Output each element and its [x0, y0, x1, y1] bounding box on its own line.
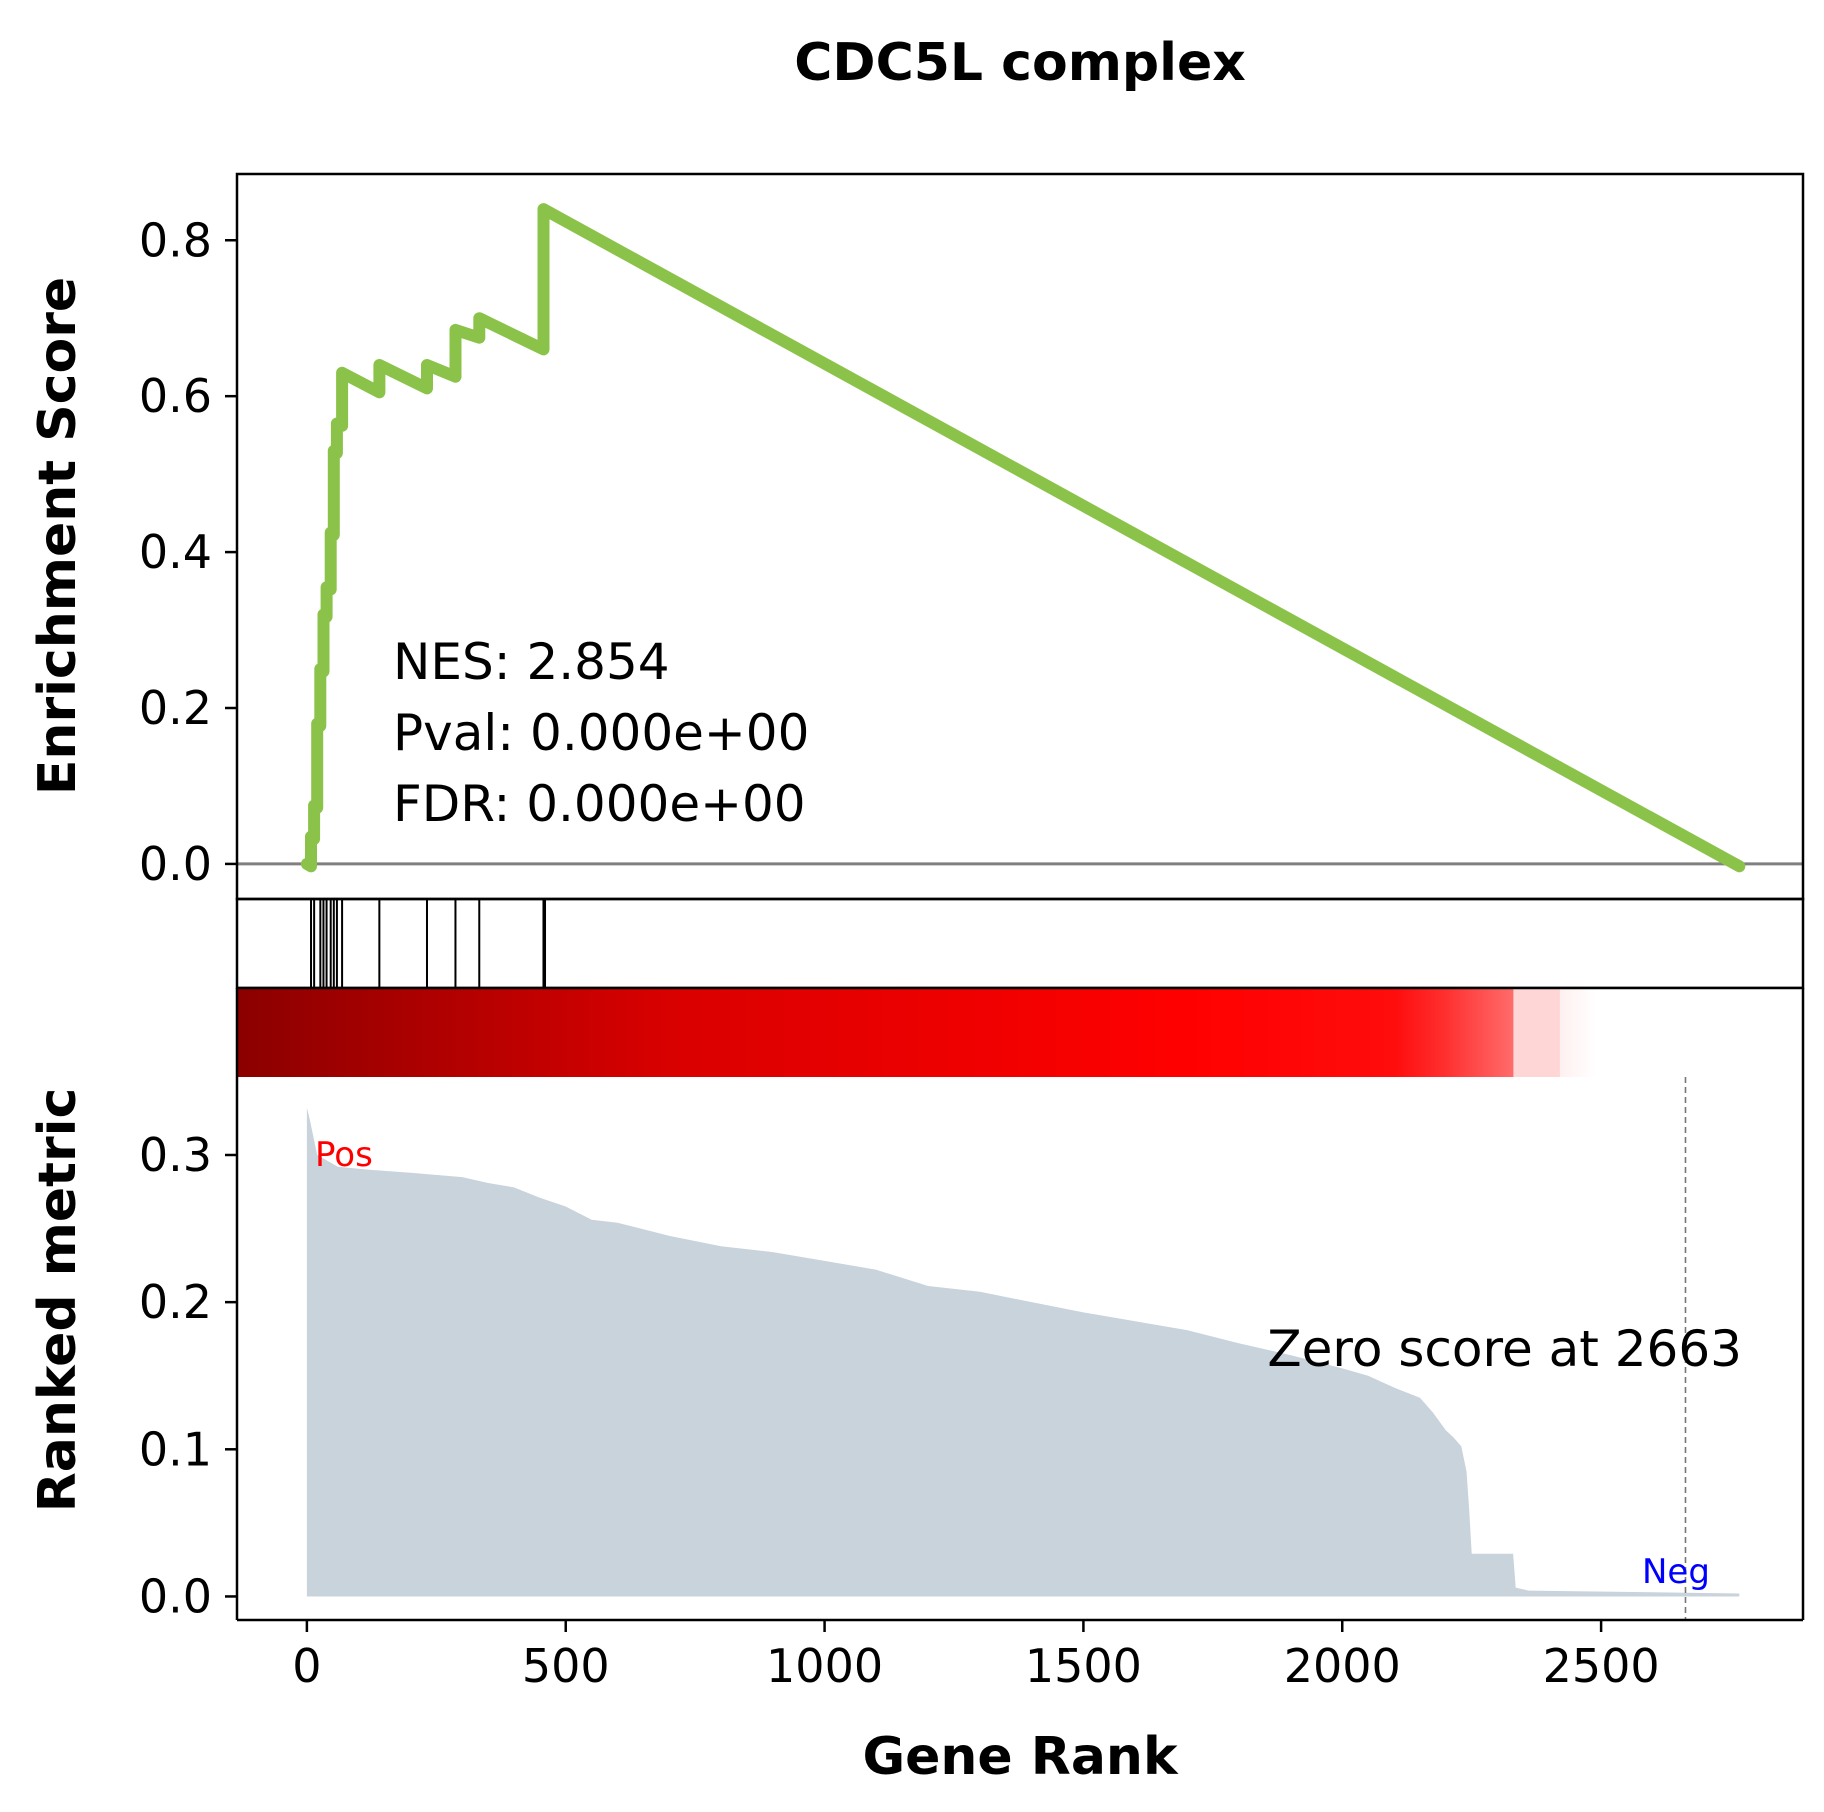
- x-tick-label: 1000: [766, 1639, 883, 1693]
- es-y-tick-label: 0.8: [139, 213, 212, 267]
- rank-y-tick-label: 0.0: [139, 1569, 212, 1623]
- x-tick-label: 2500: [1543, 1639, 1660, 1693]
- fdr-annotation: FDR: 0.000e+00: [393, 775, 806, 833]
- es-y-tick-label: 0.2: [139, 681, 212, 735]
- rank-y-ticks: 0.0 0.1 0.2 0.3: [139, 1128, 237, 1623]
- rank-heatmap-bar: [237, 988, 1803, 1077]
- hits-panel-frame: [235, 897, 1805, 990]
- es-y-tick-label: 0.0: [139, 837, 212, 891]
- rank-panel: Pos Neg Zero score at 2663 0.0 0.1 0.2 0…: [28, 988, 1805, 1623]
- ranked-metric-area: [306, 1107, 1740, 1597]
- rank-y-tick-label: 0.2: [139, 1275, 212, 1329]
- es-y-tick-label: 0.6: [139, 369, 212, 423]
- rank-y-tick-label: 0.1: [139, 1422, 212, 1476]
- es-curve: [300, 203, 1746, 873]
- x-axis-label: Gene Rank: [862, 1727, 1178, 1787]
- es-panel: 0.0 0.2 0.4 0.6 0.8 Enrichment Score NES…: [28, 172, 1805, 901]
- x-tick-label: 1500: [1025, 1639, 1142, 1693]
- x-tick-label: 0: [292, 1639, 321, 1693]
- zero-score-label: Zero score at 2663: [1267, 1320, 1742, 1378]
- es-y-ticks: 0.0 0.2 0.4 0.6 0.8: [139, 213, 237, 891]
- neg-label: Neg: [1642, 1552, 1710, 1592]
- x-ticks: 0 500 1000 1500 2000 2500: [292, 1620, 1660, 1693]
- rank-y-axis-label: Ranked metric: [28, 1088, 88, 1513]
- hits-panel: [235, 897, 1805, 990]
- pval-annotation: Pval: 0.000e+00: [393, 704, 809, 762]
- hit-marks: [310, 899, 547, 988]
- rank-y-tick-label: 0.3: [139, 1128, 212, 1182]
- es-y-tick-label: 0.4: [139, 525, 212, 579]
- nes-annotation: NES: 2.854: [393, 633, 670, 691]
- x-axis: 0 500 1000 1500 2000 2500 Gene Rank: [292, 1620, 1660, 1787]
- x-tick-label: 2000: [1284, 1639, 1401, 1693]
- chart-title: CDC5L complex: [794, 33, 1246, 93]
- es-y-axis-label: Enrichment Score: [28, 277, 88, 795]
- x-tick-label: 500: [522, 1639, 610, 1693]
- pos-label: Pos: [315, 1135, 373, 1175]
